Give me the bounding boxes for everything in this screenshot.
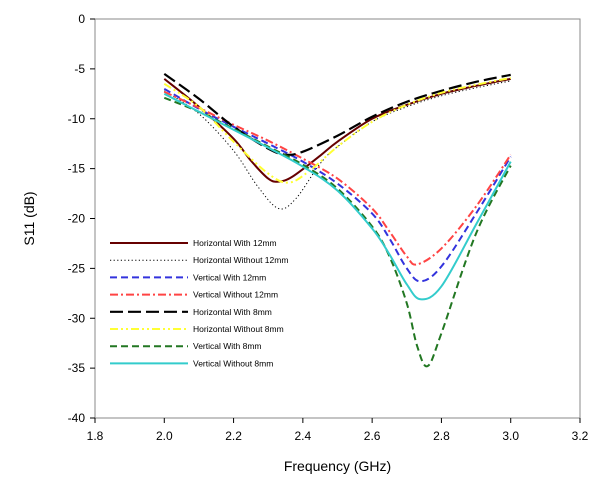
- y-tick-label: -30: [68, 311, 86, 325]
- legend-label-5: Horizontal With 8mm: [193, 307, 272, 317]
- legend-label-6: Horizontal Without 8mm: [193, 324, 284, 334]
- y-tick-label: -40: [68, 411, 86, 425]
- y-tick-label: -15: [68, 162, 86, 176]
- x-tick-label: 2.4: [295, 429, 312, 443]
- legend-label-2: Horizontal Without 12mm: [193, 255, 288, 265]
- y-tick-label: -5: [74, 62, 85, 76]
- x-tick-label: 2.2: [225, 429, 242, 443]
- series-line-5: [163, 72, 511, 156]
- series-line-3: [163, 87, 512, 283]
- legend: Horizontal With 12mm Horizontal Without 1…: [110, 238, 288, 368]
- y-tick-label: -35: [68, 361, 86, 375]
- y-axis-title: S11 (dB): [21, 191, 37, 245]
- x-tick-label: 3.0: [502, 429, 519, 443]
- x-axis-title: Frequency (GHz): [284, 458, 391, 474]
- x-tick-label: 2.0: [156, 429, 173, 443]
- x-tick-label: 2.8: [433, 429, 450, 443]
- y-tick-label: -20: [68, 212, 86, 226]
- legend-label-4: Vertical Without 12mm: [193, 290, 278, 300]
- series-lines: [163, 72, 512, 368]
- series-line-8: [163, 92, 512, 301]
- legend-label-7: Vertical With 8mm: [193, 341, 262, 351]
- series-line-6: [163, 76, 511, 184]
- y-tick-label: -25: [68, 261, 86, 275]
- y-tick-label: 0: [78, 12, 85, 26]
- x-tick-label: 3.2: [572, 429, 589, 443]
- legend-label-8: Vertical Without 8mm: [193, 358, 273, 368]
- x-tick-label: 2.6: [364, 429, 381, 443]
- x-tick-label: 1.8: [87, 429, 104, 443]
- axes: 1.8 2.0 2.2 2.4 2.6 2.8 3.0 3.2 0 -5 -10 -15 -20 -25 -…: [68, 12, 589, 443]
- series-line-2: [164, 80, 511, 210]
- legend-label-1: Horizontal With 12mm: [193, 238, 277, 248]
- series-line-4: [163, 90, 512, 266]
- legend-label-3: Vertical With 12mm: [193, 272, 266, 282]
- y-tick-label: -10: [68, 112, 86, 126]
